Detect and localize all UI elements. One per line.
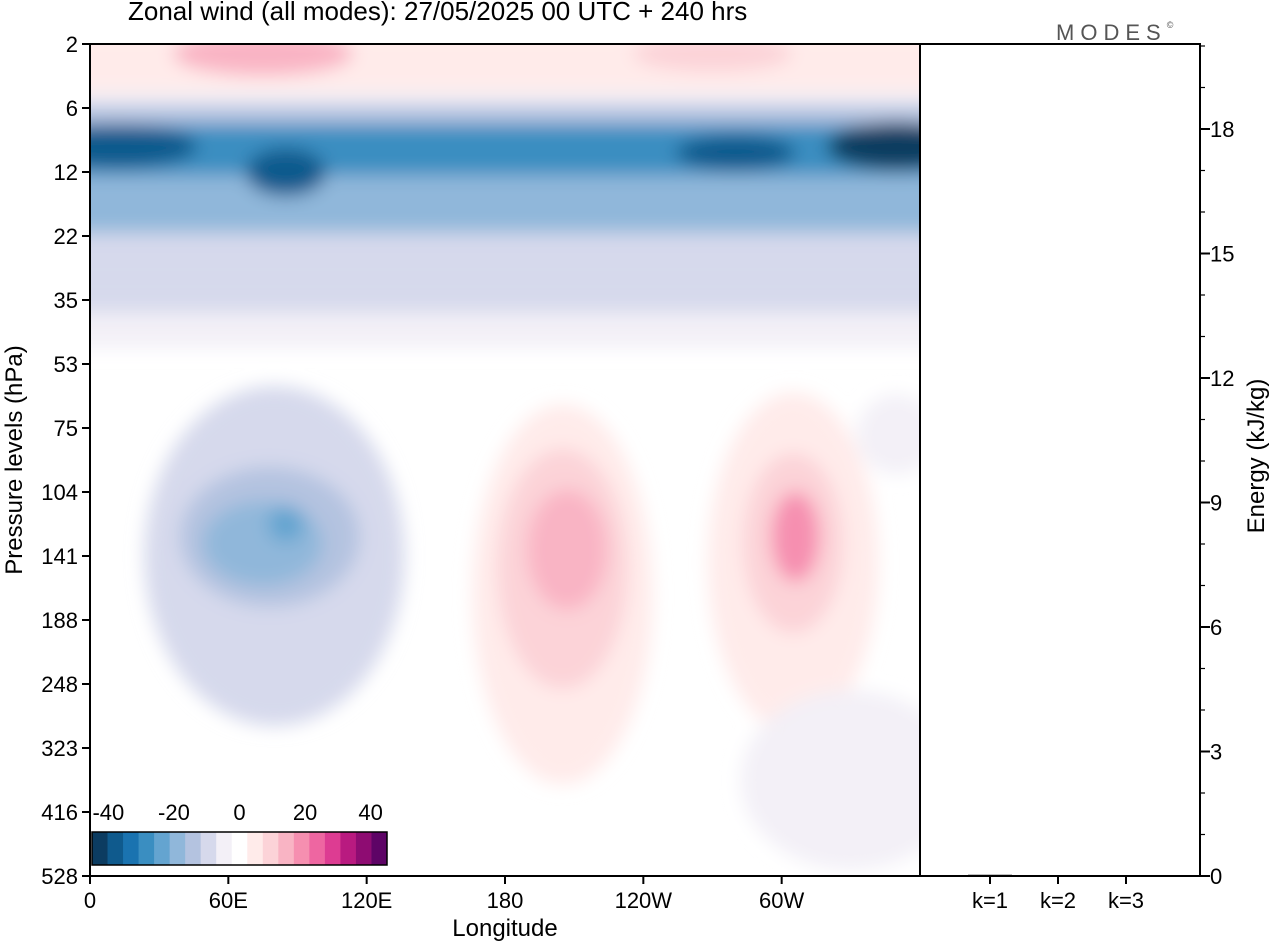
westerly-core [172,44,353,76]
colorbar-swatch [92,832,109,865]
energy-frame [919,43,1201,877]
modes-logo: MODES© [1056,20,1173,46]
energy-category-label: k=3 [1108,888,1144,913]
pressure-tick-label: 141 [41,544,78,569]
field-contours [90,44,920,870]
easterly-core [245,148,326,196]
colorbar-tick-label: 0 [233,800,245,825]
colorbar-swatch [278,832,295,865]
colorbar-swatch [216,832,233,865]
longitude-axis: 0 60E 120E 180 120W 60W [84,876,805,913]
easterly-core [675,134,796,171]
pressure-tick-label: 323 [41,736,78,761]
stratospheric-band [90,277,920,313]
chart-title: Zonal wind (all modes): 27/05/2025 00 UT… [128,0,748,26]
colorbar-swatch [355,832,372,865]
longitude-tick-label: 0 [84,888,96,913]
energy-tick-label: 9 [1210,490,1222,515]
energy-category-label: k=1 [972,888,1008,913]
energy-tick-label: 3 [1210,739,1222,764]
colorbar-swatch [340,832,357,865]
pressure-tick-label: 12 [54,160,78,185]
colorbar-swatch [371,832,388,865]
pressure-tick-label: 75 [54,416,78,441]
colorbar-swatch [309,832,326,865]
energy-bar [1036,875,1080,877]
easterly-cell [267,506,304,542]
pressure-axis: 2 6 12 22 35 53 75 104 141 188 248 323 416 528 [41,32,90,889]
pressure-tick-label: 416 [41,800,78,825]
longitude-tick-label: 120E [341,888,392,913]
colorbar-swatch [231,832,248,865]
longitude-tick-label: 60W [759,888,804,913]
westerly-cell [527,489,608,610]
stratospheric-band [90,104,920,124]
longitude-tick-label: 180 [487,888,524,913]
x-axis-label: Longitude [452,915,557,942]
westerly-core [632,44,793,72]
easterly-core [90,124,198,169]
colorbar-swatch [247,832,264,865]
axis-labels: Longitude Pressure levels (hPa) Energy (kJ… [1,345,1270,942]
colorbar-swatch [262,832,279,865]
longitude-tick-label: 60E [209,888,248,913]
westerly-cell [771,491,820,582]
weak-easterly [856,394,920,475]
longitude-tick-label: 120W [615,888,673,913]
energy-tick-label: 6 [1210,615,1222,640]
colorbar-tick-label: -40 [92,800,124,825]
energy-bar [968,874,1012,877]
easterly-core [826,122,920,171]
energy-panel: 0 3 6 9 12 15 18 k=1 k=2 k=3 [968,45,1234,913]
energy-bar [1104,875,1148,877]
colorbar-swatch [154,832,171,865]
energy-tick-label: 12 [1210,366,1234,391]
logo-text: MODES [1056,20,1167,45]
stratospheric-band [90,175,920,233]
pressure-tick-label: 528 [41,864,78,889]
energy-category-label: k=2 [1040,888,1076,913]
pressure-tick-label: 22 [54,224,78,249]
colorbar-frame [91,831,388,866]
colorbar-swatch [123,832,140,865]
pressure-tick-label: 104 [41,480,78,505]
colorbar: -40 -20 0 20 40 [91,800,388,866]
pressure-tick-label: 53 [54,352,78,377]
pressure-tick-label: 2 [66,32,78,57]
pressure-tick-label: 188 [41,608,78,633]
easterly-cell [202,501,323,586]
wind-field [90,44,920,876]
colorbar-tick-label: 40 [358,800,382,825]
colorbar-tick-label: 20 [293,800,317,825]
pressure-tick-label: 6 [66,96,78,121]
colorbar-swatch [324,832,341,865]
weak-easterly [740,690,920,870]
colorbar-swatch [169,832,186,865]
copyright-mark: © [1166,20,1174,30]
colorbar-swatch [200,832,217,865]
pressure-tick-label: 248 [41,672,78,697]
colorbar-swatch [138,832,155,865]
energy-tick-label: 0 [1210,864,1222,889]
stratospheric-band [90,312,920,348]
colorbar-swatch [293,832,310,865]
pressure-tick-label: 35 [54,288,78,313]
energy-tick-label: 15 [1210,241,1234,266]
colorbar-swatch [185,832,202,865]
colorbar-tick-label: -20 [158,800,190,825]
colorbar-swatch [107,832,124,865]
energy-axis-label: Energy (kJ/kg) [1243,379,1270,534]
stratospheric-band [90,232,920,278]
energy-tick-label: 18 [1210,117,1234,142]
stratospheric-band [90,92,920,105]
y-axis-label: Pressure levels (hPa) [1,345,28,574]
